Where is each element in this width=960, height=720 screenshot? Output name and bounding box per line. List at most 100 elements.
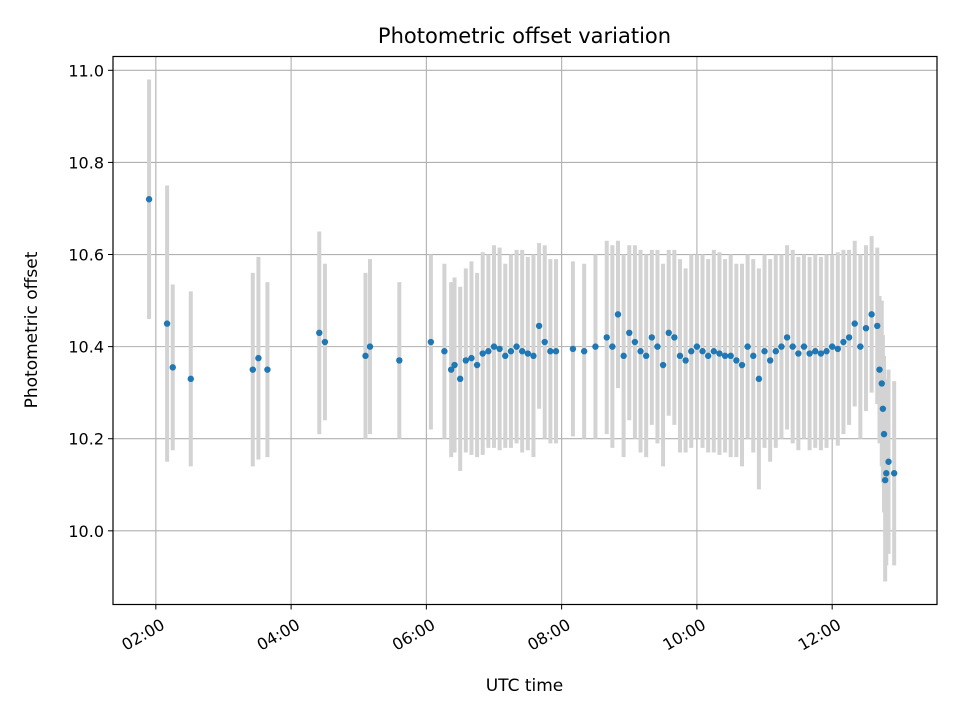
data-point [169,364,176,371]
y-tick-label: 10.8 [68,153,104,172]
y-tick-label: 10.6 [68,246,104,265]
data-point [502,352,509,360]
data-point [473,361,481,369]
data-point [828,343,836,350]
data-point [812,348,819,355]
x-axis-ticks: 02:00 04:00 06:00 08:00 10:00 12:00 [118,604,844,655]
data-point [733,357,740,364]
data-point [806,350,813,357]
data-point [885,458,892,465]
data-point [524,350,532,357]
data-point [857,343,864,350]
data-point [851,320,858,327]
data-point [541,338,548,346]
x-tick-label: 04:00 [254,615,303,655]
y-tick-label: 10.4 [68,338,104,357]
data-point [580,348,588,355]
x-tick-label: 02:00 [118,615,167,655]
data-point [840,338,847,346]
data-point [862,324,870,332]
data-point [530,352,537,360]
data-point [485,348,492,355]
data-point [366,343,374,350]
data-point [609,343,616,350]
data-point [834,345,842,353]
data-point [881,476,889,484]
data-point [496,345,503,353]
data-point [441,348,448,355]
data-point [468,354,475,362]
data-point [665,329,672,337]
y-tick-label: 10.2 [68,430,104,449]
data-point [716,350,723,357]
data-point [800,343,808,350]
data-point [659,361,667,369]
data-point [823,348,830,355]
data-point [876,366,883,373]
data-point [535,322,543,330]
data-point [592,343,599,350]
data-point [513,343,520,350]
data-point [693,343,701,350]
data-point [750,352,757,360]
data-point [671,334,678,341]
data-point [620,352,627,360]
data-point [778,343,785,350]
y-axis-ticks: 10.0 10.2 10.4 10.6 10.8 11.0 [68,61,113,541]
data-point [845,334,853,341]
data-point [699,348,706,355]
x-tick-label: 12:00 [795,615,844,655]
data-point [316,329,323,337]
data-point [766,357,774,364]
data-point [772,348,780,355]
data-point [264,366,271,373]
data-point [637,348,644,355]
data-point [603,334,610,341]
data-point [447,366,455,373]
data-point [552,348,560,355]
data-point [456,375,464,383]
data-point [547,348,554,355]
x-axis-label: UTC time [486,676,564,696]
data-point [878,380,885,387]
data-point [507,348,515,355]
data-point [396,357,403,364]
data-point [738,361,746,369]
data-point [490,343,498,350]
data-point [518,348,526,355]
data-point [744,343,751,350]
data-point [569,345,577,353]
x-tick-label: 06:00 [389,615,438,655]
data-point [187,375,194,383]
data-point [721,352,729,360]
data-point [321,338,329,346]
data-point [789,343,796,350]
data-point [631,338,639,346]
data-point [682,357,689,364]
y-tick-label: 10.0 [68,522,104,541]
x-tick-label: 08:00 [524,615,573,655]
chart-title: Photometric offset variation [378,24,671,48]
data-point [614,311,622,318]
data-point [626,329,633,337]
data-point [688,348,695,355]
data-point [249,366,256,373]
data-point [704,352,712,360]
y-axis-label: Photometric offset [22,251,42,408]
data-point [883,470,890,477]
data-point [874,322,881,330]
data-point [817,350,825,357]
data-point [795,350,802,357]
data-point [783,334,791,341]
point-layer [145,196,898,484]
data-point [654,343,661,350]
data-point [255,354,262,362]
data-point [362,352,369,360]
data-point [642,352,650,360]
data-point [879,405,887,412]
data-point [868,311,875,318]
errorbar-layer [147,79,897,582]
data-point [676,352,684,360]
data-point [427,338,435,346]
